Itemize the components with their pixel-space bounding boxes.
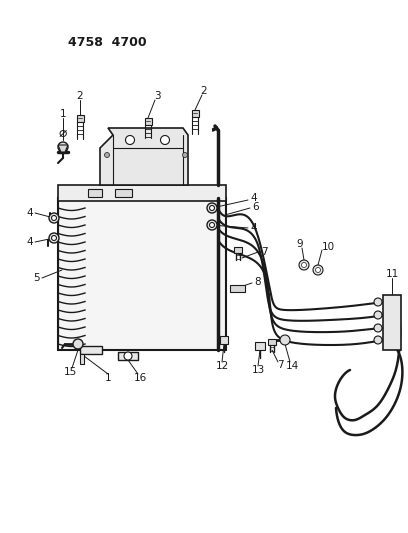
Text: 4758  4700: 4758 4700 — [68, 36, 146, 49]
Bar — [80, 346, 102, 354]
Text: 16: 16 — [133, 373, 146, 383]
Polygon shape — [255, 342, 265, 350]
Text: 9: 9 — [297, 239, 303, 249]
Circle shape — [374, 336, 382, 344]
Circle shape — [126, 135, 135, 144]
Bar — [80, 354, 84, 364]
Circle shape — [374, 324, 382, 332]
Circle shape — [374, 311, 382, 319]
Text: 1: 1 — [105, 373, 111, 383]
Text: 4: 4 — [251, 223, 257, 233]
Circle shape — [207, 220, 217, 230]
Bar — [58, 185, 226, 201]
Bar — [145, 118, 152, 125]
Bar — [118, 352, 138, 360]
Text: 12: 12 — [215, 361, 228, 371]
Circle shape — [302, 262, 306, 268]
Polygon shape — [220, 336, 228, 344]
Bar — [268, 339, 276, 345]
Bar — [383, 295, 401, 350]
Text: 13: 13 — [251, 365, 265, 375]
Circle shape — [209, 206, 215, 211]
Circle shape — [49, 233, 59, 243]
Bar — [192, 110, 199, 117]
Text: 4: 4 — [27, 208, 33, 218]
Circle shape — [73, 339, 83, 349]
Circle shape — [124, 352, 132, 360]
Circle shape — [374, 298, 382, 306]
Text: ⌀: ⌀ — [59, 126, 67, 140]
Text: 2: 2 — [77, 91, 83, 101]
Text: 3: 3 — [154, 91, 160, 101]
Text: 4: 4 — [27, 237, 33, 247]
Polygon shape — [230, 285, 245, 292]
Circle shape — [207, 203, 217, 213]
Polygon shape — [58, 145, 68, 152]
Polygon shape — [88, 189, 102, 197]
Bar — [58, 198, 226, 350]
Circle shape — [299, 260, 309, 270]
Circle shape — [280, 335, 290, 345]
Text: 5: 5 — [33, 273, 39, 283]
Circle shape — [51, 236, 56, 240]
Circle shape — [209, 222, 215, 228]
Circle shape — [104, 152, 109, 157]
Text: 6: 6 — [253, 202, 259, 212]
Polygon shape — [115, 189, 132, 197]
Bar — [77, 115, 84, 122]
Circle shape — [160, 135, 169, 144]
Text: 7: 7 — [277, 360, 283, 370]
Text: 14: 14 — [285, 361, 299, 371]
Text: 15: 15 — [63, 367, 77, 377]
Bar — [234, 247, 242, 253]
Text: 7: 7 — [261, 247, 267, 257]
Circle shape — [313, 265, 323, 275]
Circle shape — [182, 152, 188, 157]
Text: 1: 1 — [60, 109, 67, 119]
Text: 8: 8 — [255, 277, 261, 287]
Circle shape — [49, 213, 59, 223]
Text: 4: 4 — [251, 193, 257, 203]
Text: 10: 10 — [322, 242, 335, 252]
Circle shape — [315, 268, 321, 272]
Text: 11: 11 — [386, 269, 399, 279]
Circle shape — [51, 215, 56, 221]
Text: 2: 2 — [201, 86, 207, 96]
Polygon shape — [100, 128, 188, 185]
Circle shape — [58, 142, 68, 152]
